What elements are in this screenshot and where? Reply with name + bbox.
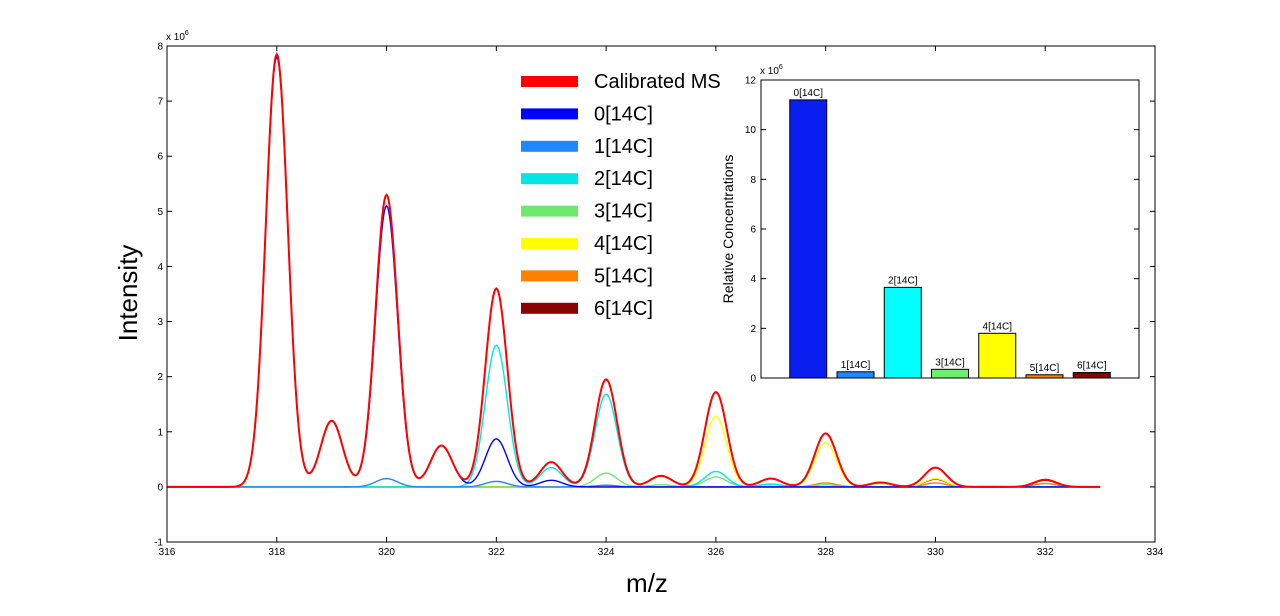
inset-y-axis-label: Relative Concentrations xyxy=(720,155,736,304)
y-tick-label: 2 xyxy=(157,372,163,383)
inset-bar xyxy=(1072,372,1111,379)
main-plot-frame xyxy=(166,45,1156,543)
inset-bar-label: 1[14C] xyxy=(841,360,871,371)
series-line xyxy=(167,52,1101,488)
x-tick-label: 324 xyxy=(598,547,615,558)
inset-plot-frame xyxy=(760,79,1140,379)
inset-bar-label: 2[14C] xyxy=(888,275,918,286)
inset-y-tick-label: 6 xyxy=(750,225,756,236)
x-tick-label: 328 xyxy=(817,547,834,558)
x-tick-label: 316 xyxy=(159,547,176,558)
legend-swatch xyxy=(521,205,578,217)
inset-y-tick-label: 10 xyxy=(745,125,757,136)
legend-swatch xyxy=(521,140,578,152)
main-y-axis-label: Intensity xyxy=(113,245,143,342)
series-line xyxy=(167,415,1101,488)
y-tick-label: 0 xyxy=(157,482,163,493)
legend-swatch xyxy=(521,270,578,282)
inset-y-tick-label: 8 xyxy=(750,175,756,186)
inset-bars: 0[14C] 1[14C] 2[14C] 3[14C] 4[14C] 5[14C] 6[14… xyxy=(789,88,1111,379)
inset-bar-label: 0[14C] xyxy=(794,88,824,99)
y-tick-label: 7 xyxy=(157,97,163,108)
inset-y-tick-label: 12 xyxy=(745,76,757,87)
legend-label: 2[14C] xyxy=(594,168,653,190)
y-tick-label: 8 xyxy=(157,42,163,53)
legend-label: 3[14C] xyxy=(594,201,653,223)
inset-bar-label: 5[14C] xyxy=(1030,363,1060,374)
legend-label: 6[14C] xyxy=(594,298,653,320)
main-x-axis-label: m/z xyxy=(626,568,668,598)
y-tick-label: -1 xyxy=(154,538,163,549)
legend-label: 1[14C] xyxy=(594,136,653,158)
x-tick-label: 320 xyxy=(378,547,395,558)
inset-y-tick-label: 4 xyxy=(750,274,756,285)
legend: Calibrated MS 0[14C] 1[14C] 2[14C] 3[14C] 4[1… xyxy=(521,71,721,320)
main-series-lines xyxy=(167,52,1101,488)
inset-y-tick-label: 0 xyxy=(750,374,756,385)
legend-label: 0[14C] xyxy=(594,103,653,125)
legend-swatch xyxy=(521,302,578,314)
y-tick-label: 3 xyxy=(157,317,163,328)
inset-y-exponent: x 106 xyxy=(760,64,783,77)
inset-bar xyxy=(836,371,875,379)
legend-swatch xyxy=(521,173,578,185)
y-tick-label: 6 xyxy=(157,152,163,163)
y-tick-label: 5 xyxy=(157,207,163,218)
x-tick-label: 322 xyxy=(488,547,505,558)
inset-y-tick-label: 2 xyxy=(750,324,756,335)
x-tick-label: 332 xyxy=(1037,547,1054,558)
x-tick-label: 318 xyxy=(268,547,285,558)
legend-swatch xyxy=(521,76,578,87)
y-tick-label: 1 xyxy=(157,427,163,438)
inset-bar xyxy=(883,286,922,379)
legend-label: 5[14C] xyxy=(594,265,653,287)
inset-bar-label: 6[14C] xyxy=(1077,361,1107,372)
inset-bar xyxy=(789,99,828,379)
legend-swatch xyxy=(521,108,578,120)
legend-label: Calibrated MS xyxy=(594,71,721,93)
inset-bar-label: 4[14C] xyxy=(983,321,1013,332)
x-tick-label: 326 xyxy=(708,547,725,558)
main-y-exponent: x 106 xyxy=(166,30,189,43)
x-tick-label: 330 xyxy=(927,547,944,558)
legend-swatch xyxy=(521,238,578,249)
x-tick-label: 334 xyxy=(1147,547,1164,558)
y-tick-label: 4 xyxy=(157,262,163,273)
inset-bar xyxy=(931,368,969,379)
legend-label: 4[14C] xyxy=(594,233,653,255)
inset-bar-label: 3[14C] xyxy=(935,357,965,368)
inset-bar xyxy=(978,332,1017,379)
